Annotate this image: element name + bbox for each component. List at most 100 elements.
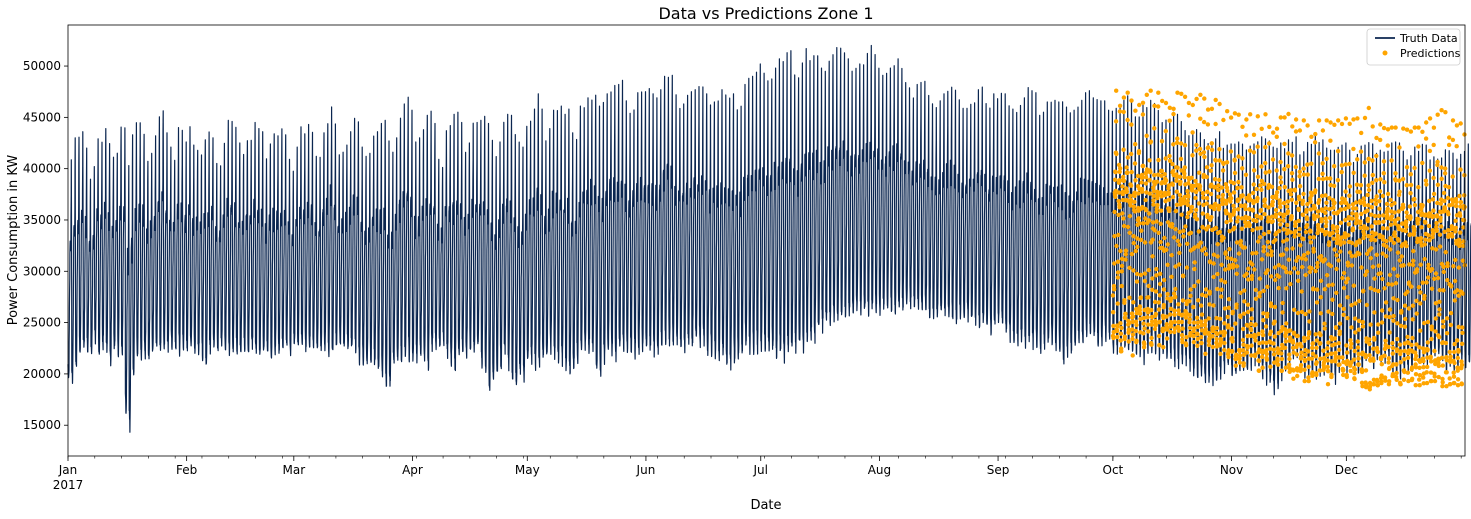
- prediction-point: [1180, 339, 1185, 345]
- prediction-point: [1375, 322, 1381, 327]
- prediction-point: [1148, 169, 1153, 175]
- prediction-point: [1245, 302, 1251, 307]
- prediction-point: [1267, 245, 1272, 250]
- prediction-point: [1373, 197, 1378, 202]
- prediction-point: [1332, 164, 1337, 169]
- prediction-point: [1349, 303, 1354, 308]
- prediction-point: [1126, 328, 1132, 334]
- prediction-point: [1251, 150, 1257, 155]
- prediction-point: [1354, 217, 1359, 222]
- prediction-point: [1259, 126, 1264, 131]
- prediction-point: [1145, 306, 1151, 312]
- prediction-point: [1397, 189, 1402, 194]
- prediction-point: [1215, 242, 1221, 247]
- prediction-point: [1427, 116, 1433, 121]
- prediction-point: [1303, 229, 1309, 235]
- prediction-point: [1202, 154, 1207, 160]
- prediction-point: [1424, 182, 1429, 187]
- prediction-point: [1270, 199, 1276, 204]
- prediction-point: [1326, 283, 1331, 288]
- prediction-point: [1400, 176, 1406, 182]
- prediction-point: [1112, 209, 1117, 215]
- prediction-point: [1132, 161, 1138, 166]
- prediction-point: [1167, 118, 1172, 123]
- prediction-point: [1288, 230, 1293, 235]
- prediction-point: [1326, 240, 1332, 245]
- prediction-point: [1289, 214, 1294, 219]
- prediction-point: [1238, 290, 1243, 295]
- prediction-point: [1379, 373, 1384, 378]
- prediction-point: [1241, 361, 1247, 366]
- prediction-point: [1284, 269, 1289, 275]
- prediction-point: [1299, 309, 1305, 315]
- prediction-point: [1428, 354, 1433, 359]
- prediction-point: [1399, 254, 1404, 259]
- prediction-point: [1213, 121, 1218, 127]
- prediction-point: [1130, 353, 1135, 358]
- prediction-point: [1246, 215, 1252, 221]
- prediction-point: [1456, 265, 1462, 270]
- prediction-point: [1245, 309, 1251, 315]
- prediction-point: [1417, 359, 1423, 364]
- prediction-point: [1157, 343, 1162, 348]
- prediction-point: [1430, 235, 1435, 240]
- prediction-point: [1335, 224, 1340, 230]
- prediction-point: [1222, 347, 1227, 353]
- prediction-point: [1228, 149, 1234, 154]
- prediction-point: [1264, 340, 1269, 346]
- prediction-point: [1177, 174, 1183, 179]
- prediction-point: [1332, 122, 1337, 128]
- prediction-point: [1423, 220, 1428, 225]
- prediction-point: [1259, 257, 1265, 262]
- prediction-point: [1122, 298, 1127, 303]
- prediction-point: [1348, 360, 1354, 365]
- prediction-point: [1345, 315, 1350, 321]
- prediction-point: [1134, 310, 1140, 316]
- prediction-point: [1442, 198, 1447, 204]
- prediction-point: [1307, 309, 1312, 314]
- prediction-point: [1335, 148, 1341, 154]
- prediction-point: [1372, 337, 1377, 342]
- prediction-point: [1376, 263, 1381, 268]
- prediction-point: [1154, 179, 1160, 184]
- prediction-point: [1132, 209, 1138, 214]
- prediction-point: [1232, 170, 1238, 176]
- prediction-point: [1177, 250, 1182, 256]
- prediction-point: [1309, 193, 1314, 198]
- prediction-point: [1222, 306, 1228, 311]
- prediction-point: [1329, 359, 1334, 364]
- prediction-point: [1144, 190, 1149, 195]
- prediction-point: [1444, 316, 1450, 321]
- prediction-point: [1239, 226, 1245, 231]
- prediction-point: [1119, 349, 1124, 354]
- prediction-point: [1118, 338, 1123, 343]
- prediction-point: [1169, 221, 1175, 227]
- prediction-point: [1345, 276, 1351, 281]
- prediction-point: [1461, 218, 1467, 223]
- prediction-point: [1194, 148, 1199, 153]
- prediction-point: [1140, 175, 1145, 180]
- prediction-point: [1454, 199, 1459, 205]
- prediction-point: [1244, 133, 1249, 138]
- prediction-point: [1344, 350, 1350, 355]
- prediction-point: [1440, 376, 1445, 382]
- prediction-point: [1370, 264, 1376, 269]
- prediction-point: [1313, 268, 1318, 274]
- prediction-point: [1254, 218, 1259, 224]
- prediction-point: [1432, 348, 1437, 354]
- prediction-point: [1143, 175, 1149, 180]
- prediction-point: [1320, 128, 1326, 133]
- prediction-point: [1211, 252, 1217, 257]
- prediction-point: [1288, 192, 1294, 197]
- prediction-point: [1382, 286, 1387, 291]
- prediction-point: [1211, 303, 1216, 308]
- prediction-point: [1276, 348, 1281, 353]
- prediction-point: [1165, 296, 1170, 301]
- prediction-point: [1227, 192, 1233, 197]
- prediction-point: [1230, 339, 1235, 344]
- prediction-point: [1218, 351, 1223, 357]
- prediction-point: [1316, 118, 1322, 123]
- prediction-point: [1125, 198, 1130, 203]
- prediction-point: [1213, 158, 1219, 163]
- prediction-point: [1140, 100, 1146, 106]
